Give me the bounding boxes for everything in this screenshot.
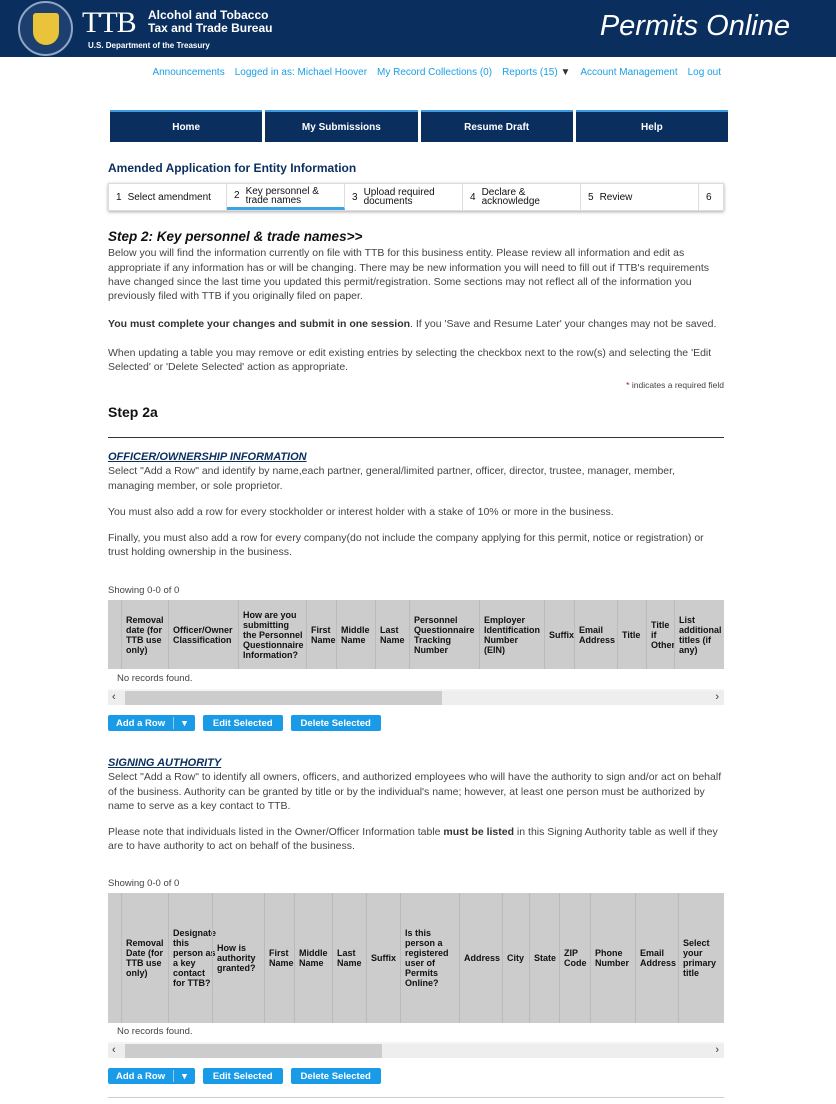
step-wizard: 1 Select amendment 2 Key personnel & trade… (108, 183, 724, 211)
column-header[interactable]: Middle Name (336, 600, 375, 669)
officer-instructions-2: You must also add a row for every stockh… (108, 505, 614, 518)
column-header[interactable]: City (502, 893, 529, 1023)
column-header[interactable]: Employer Identification Number (EIN) (479, 600, 544, 669)
main-nav: Home My Submissions Resume Draft Help (110, 110, 728, 142)
column-header[interactable]: Select your primary title (678, 893, 718, 1023)
officer-record-count: Showing 0-0 of 0 (108, 585, 180, 596)
signing-actions: Add a Row ▾ Edit Selected Delete Selected (108, 1068, 381, 1084)
officer-table-scrollbar[interactable]: ‹ › (108, 689, 724, 705)
add-row-button[interactable]: Add a Row ▾ (108, 1068, 195, 1084)
officer-instructions-3: Finally, you must also add a row for eve… (108, 532, 704, 559)
step-2[interactable]: 2 Key personnel & trade names (227, 184, 345, 210)
top-links: Announcements Logged in as: Michael Hoov… (152, 67, 721, 78)
officer-table-header: Removal date (for TTB use only) Officer/O… (108, 600, 724, 669)
column-header[interactable]: First Name (306, 600, 336, 669)
intro-section: Step 2: Key personnel & trade names>> Be… (108, 229, 724, 393)
edit-selected-button[interactable]: Edit Selected (202, 1068, 283, 1084)
dropdown-caret-icon[interactable]: ▾ (182, 717, 187, 729)
nav-resume-draft[interactable]: Resume Draft (420, 110, 573, 142)
delete-selected-button[interactable]: Delete Selected (290, 715, 381, 731)
caret-down-icon: ▼ (560, 67, 571, 78)
page-title: Amended Application for Entity Informati… (108, 161, 357, 175)
signing-section: SIGNING AUTHORITY Select "Add a Row" to … (108, 756, 724, 854)
column-header[interactable]: Last Name (375, 600, 409, 669)
step-2a-heading: Step 2a (108, 404, 158, 420)
scrollbar-thumb[interactable] (125, 1044, 382, 1058)
column-header[interactable]: Last Name (332, 893, 366, 1023)
divider (108, 437, 724, 438)
column-header[interactable]: Title (617, 600, 646, 669)
column-header[interactable]: Address (459, 893, 502, 1023)
record-collections-link[interactable]: My Record Collections (0) (377, 67, 493, 78)
column-header[interactable]: List additional titles (if any) (674, 600, 722, 669)
column-header[interactable]: Suffix (366, 893, 400, 1023)
column-header[interactable]: ZIP Code (559, 893, 590, 1023)
column-header[interactable]: Removal Date (for TTB use only) (121, 893, 168, 1023)
reports-dropdown[interactable]: Reports (15) ▼ (502, 67, 571, 78)
scroll-left-icon[interactable]: ‹ (112, 1044, 116, 1056)
column-header[interactable]: Designate this person as a key contact f… (168, 893, 216, 1023)
add-row-button[interactable]: Add a Row ▾ (108, 715, 195, 731)
account-management-link[interactable]: Account Management (580, 67, 678, 78)
officer-section-title: OFFICER/OWNERSHIP INFORMATION (108, 451, 307, 463)
table-help-text: When updating a table you may remove or … (108, 346, 712, 374)
signing-record-count: Showing 0-0 of 0 (108, 878, 180, 889)
edit-selected-button[interactable]: Edit Selected (202, 715, 283, 731)
column-header[interactable]: Email Address (574, 600, 617, 669)
site-header: TTB Alcohol and Tobacco Tax and Trade Bur… (0, 0, 836, 57)
step-1[interactable]: 1 Select amendment (109, 184, 227, 210)
dropdown-caret-icon[interactable]: ▾ (182, 1070, 187, 1082)
step-heading: Step 2: Key personnel & trade names>> (108, 229, 363, 244)
scrollbar-thumb[interactable] (125, 691, 442, 705)
nav-my-submissions[interactable]: My Submissions (265, 110, 418, 142)
signing-no-records: No records found. (117, 1026, 193, 1037)
scroll-left-icon[interactable]: ‹ (112, 691, 116, 703)
intro-text: Below you will find the information curr… (108, 247, 710, 303)
column-header[interactable]: Middle Name (294, 893, 332, 1023)
column-header[interactable]: Is this person a registered user of Perm… (400, 893, 459, 1023)
column-header[interactable]: Removal date (for TTB use only) (121, 600, 168, 669)
column-header[interactable]: Personnel Questionnaire Tracking Number (409, 600, 479, 669)
bureau-name: Alcohol and Tobacco Tax and Trade Bureau (148, 8, 273, 35)
treasury-seal-logo (18, 1, 73, 56)
column-header[interactable]: Email Address (635, 893, 678, 1023)
officer-no-records: No records found. (117, 673, 193, 684)
divider (108, 1097, 724, 1098)
required-note: * indicates a required field (626, 380, 724, 391)
delete-selected-button[interactable]: Delete Selected (290, 1068, 381, 1084)
column-header[interactable]: Title if Other (646, 600, 675, 669)
signing-table-scrollbar[interactable]: ‹ › (108, 1042, 724, 1058)
step-4[interactable]: 4 Declare & acknowledge (463, 184, 581, 210)
session-note: You must complete your changes and submi… (108, 318, 717, 331)
signing-instructions: Select "Add a Row" to identify all owner… (108, 771, 722, 812)
column-header[interactable]: State (529, 893, 559, 1023)
logout-link[interactable]: Log out (687, 67, 721, 78)
scroll-right-icon[interactable]: › (715, 691, 719, 703)
scroll-right-icon[interactable]: › (715, 1044, 719, 1056)
nav-home[interactable]: Home (110, 110, 263, 142)
column-header[interactable]: How are you submitting the Personnel Que… (238, 600, 306, 669)
app-name: Permits Online (599, 10, 790, 42)
step-6[interactable]: 6 (706, 191, 712, 203)
step-3[interactable]: 3 Upload required documents (345, 184, 463, 210)
column-header[interactable]: Suffix (544, 600, 574, 669)
officer-instructions: Select "Add a Row" and identify by name,… (108, 465, 675, 492)
officer-actions: Add a Row ▾ Edit Selected Delete Selected (108, 715, 381, 731)
officer-section: OFFICER/OWNERSHIP INFORMATION Select "Ad… (108, 450, 724, 560)
signing-note: Please note that individuals listed in t… (108, 826, 718, 853)
nav-help[interactable]: Help (575, 110, 728, 142)
step-5[interactable]: 5 Review (581, 184, 699, 210)
column-header[interactable]: Phone Number (590, 893, 635, 1023)
department-name: U.S. Department of the Treasury (88, 41, 210, 50)
signing-table-header: Removal Date (for TTB use only) Designate… (108, 893, 724, 1023)
signing-section-title: SIGNING AUTHORITY (108, 757, 222, 769)
logged-in-user: Logged in as: Michael Hoover (234, 67, 368, 78)
column-header[interactable]: First Name (264, 893, 294, 1023)
select-all-column[interactable] (108, 893, 121, 1023)
column-header[interactable]: How is authority granted? (212, 893, 264, 1023)
ttb-logo-text: TTB (82, 6, 137, 39)
select-all-column[interactable] (108, 600, 121, 669)
announcements-link[interactable]: Announcements (152, 67, 225, 78)
column-header[interactable]: Officer/Owner Classification (168, 600, 238, 669)
